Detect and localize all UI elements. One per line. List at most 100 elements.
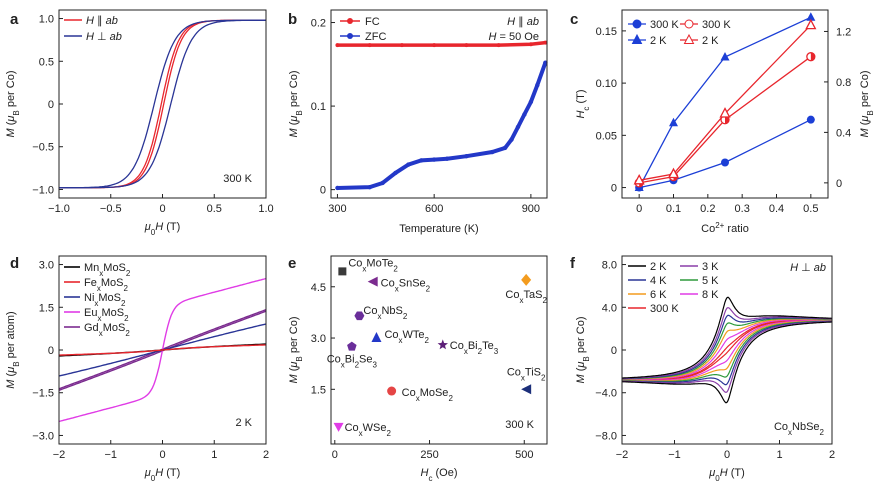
fc-point bbox=[496, 43, 501, 48]
x-tick-label: 0.1 bbox=[666, 203, 681, 215]
series-line-5 bbox=[622, 319, 832, 381]
annotation-field-direction: H ⊥ ab bbox=[790, 262, 826, 274]
legend-label: ZFC bbox=[365, 31, 386, 43]
panel-label-b: b bbox=[288, 11, 297, 28]
x-tick-label: 0 bbox=[332, 449, 338, 461]
x-tick-label: −2 bbox=[616, 449, 629, 461]
marker-triangle bbox=[371, 332, 382, 343]
fc-point bbox=[335, 43, 340, 48]
y-tick-label: −4.0 bbox=[595, 388, 617, 400]
zfc-curve bbox=[337, 61, 548, 190]
marker-circle bbox=[387, 386, 397, 396]
fc-point bbox=[543, 40, 548, 45]
legend-marker bbox=[631, 33, 643, 44]
y-tick-label: 0 bbox=[48, 99, 54, 111]
series-line-1 bbox=[638, 16, 812, 188]
x-tick-label: 2 bbox=[263, 449, 269, 461]
x-tick-label: 1.0 bbox=[258, 203, 273, 215]
series-line-4 bbox=[622, 320, 832, 382]
x-tick-label: 250 bbox=[420, 449, 438, 461]
panel-e: e CoxMoTe2 CoxSnSe2 CoxTaS2 CoxNbS2 CoxWTe2 Co… bbox=[288, 255, 548, 483]
y-tick-label: 4.0 bbox=[602, 302, 617, 314]
zfc-point bbox=[509, 137, 514, 142]
x-tick-label: 0 bbox=[159, 449, 165, 461]
y-tick-label: 3.0 bbox=[39, 260, 54, 272]
marker-triangle bbox=[719, 107, 731, 118]
y-axis-label: Hc (T) bbox=[575, 89, 591, 118]
y-tick-label: 3.0 bbox=[311, 333, 326, 345]
legend-label: 2 K bbox=[650, 35, 667, 47]
series-line-2 bbox=[639, 56, 812, 184]
fc-point bbox=[528, 42, 533, 47]
x-tick-label: 0 bbox=[724, 449, 730, 461]
x-tick-label: 0 bbox=[159, 203, 165, 215]
zfc-point bbox=[380, 180, 385, 186]
legend-label: EuxMoS2 bbox=[84, 307, 129, 323]
y-axis-label: M (μB per Co) bbox=[575, 316, 591, 383]
marker-square bbox=[338, 267, 347, 276]
legend-label: NixMoS2 bbox=[84, 292, 126, 308]
zfc-point bbox=[367, 184, 372, 190]
series-line-1 bbox=[621, 321, 833, 394]
x-axis-label: Hc (Oe) bbox=[420, 467, 457, 483]
annotation-temperature: 2 K bbox=[235, 417, 252, 429]
zfc-point bbox=[515, 124, 521, 130]
annotation-field-value: H = 50 Oe bbox=[489, 31, 539, 43]
plot-frame bbox=[621, 9, 829, 199]
panel-c: c 0 0.1 0.2 0.3 0.4 0.5 0 0.05 0.10 0.15 0 0.4 0.8 1.2… bbox=[570, 9, 874, 235]
point-label: CoxBi2Te3 bbox=[450, 340, 499, 356]
x-tick-label: 0.5 bbox=[207, 203, 222, 215]
zfc-point bbox=[464, 154, 469, 159]
panel-a: a −1.0 −0.5 0 0.5 1.0 −1.0 −0.5 0 0.5 1.0 H ∥ ab H ⊥… bbox=[5, 9, 274, 237]
legend-label: 4 K bbox=[650, 275, 667, 287]
marker-half bbox=[810, 52, 815, 61]
x-axis-label: μ0H (T) bbox=[144, 467, 181, 483]
zfc-point bbox=[502, 145, 508, 151]
legend-label: 3 K bbox=[702, 261, 719, 273]
x-tick-label: 500 bbox=[515, 449, 533, 461]
x-tick-label: 1 bbox=[776, 449, 782, 461]
zfc-point bbox=[335, 185, 340, 191]
legend-label: 8 K bbox=[702, 289, 719, 301]
series-line-0 bbox=[622, 296, 833, 379]
legend-label: H ⊥ ab bbox=[86, 31, 122, 43]
series-line-6 bbox=[622, 319, 832, 381]
series-line-1 bbox=[59, 19, 266, 189]
marker-triangle bbox=[667, 167, 680, 179]
series-line-0 bbox=[621, 321, 832, 404]
point-label: CoxMoTe2 bbox=[348, 257, 398, 273]
y-tick-label: 0 bbox=[48, 345, 54, 357]
series-line-1 bbox=[59, 344, 266, 356]
annotation-temperature: 300 K bbox=[223, 173, 252, 185]
series-line-0 bbox=[59, 19, 266, 189]
panel-label-c: c bbox=[570, 11, 578, 28]
panel-label-f: f bbox=[570, 255, 576, 272]
legend-label: 300 K bbox=[650, 303, 679, 315]
marker-triangle-down bbox=[333, 422, 344, 432]
zfc-point bbox=[528, 99, 534, 105]
series-line-6 bbox=[622, 319, 832, 381]
panel-b: b 300 600 900 0 0.1 0.2 FC ZFC H ∥ ab H = 50 Oe Tem… bbox=[288, 9, 548, 235]
marker-triangle bbox=[805, 18, 817, 30]
y-tick-label: 1.5 bbox=[311, 384, 326, 396]
y-axis-label: M (μB per Co) bbox=[288, 70, 304, 137]
x-tick-label: −2 bbox=[53, 449, 66, 461]
zfc-point bbox=[393, 170, 398, 176]
y-tick-label: 0 bbox=[611, 183, 617, 195]
point-label: CoxTaS2 bbox=[505, 289, 547, 305]
marker-half bbox=[725, 115, 729, 124]
y-axis-label: M (μB per atom) bbox=[5, 311, 21, 388]
legend-label: 5 K bbox=[702, 275, 719, 287]
y-tick-label: 8.0 bbox=[602, 260, 617, 272]
y-tick-label: −8.0 bbox=[595, 430, 617, 442]
x-axis-label: μ0H (T) bbox=[144, 221, 181, 237]
legend-label: MnxMoS2 bbox=[84, 262, 131, 278]
series-line-0 bbox=[639, 119, 812, 189]
x-tick-label: 0.2 bbox=[700, 203, 715, 215]
legend-label: 2 K bbox=[702, 35, 719, 47]
legend-marker bbox=[632, 19, 642, 29]
annotation-field-direction: H ∥ ab bbox=[507, 16, 539, 28]
fc-point bbox=[432, 43, 437, 48]
x-axis-label: μ0H (T) bbox=[708, 467, 745, 483]
